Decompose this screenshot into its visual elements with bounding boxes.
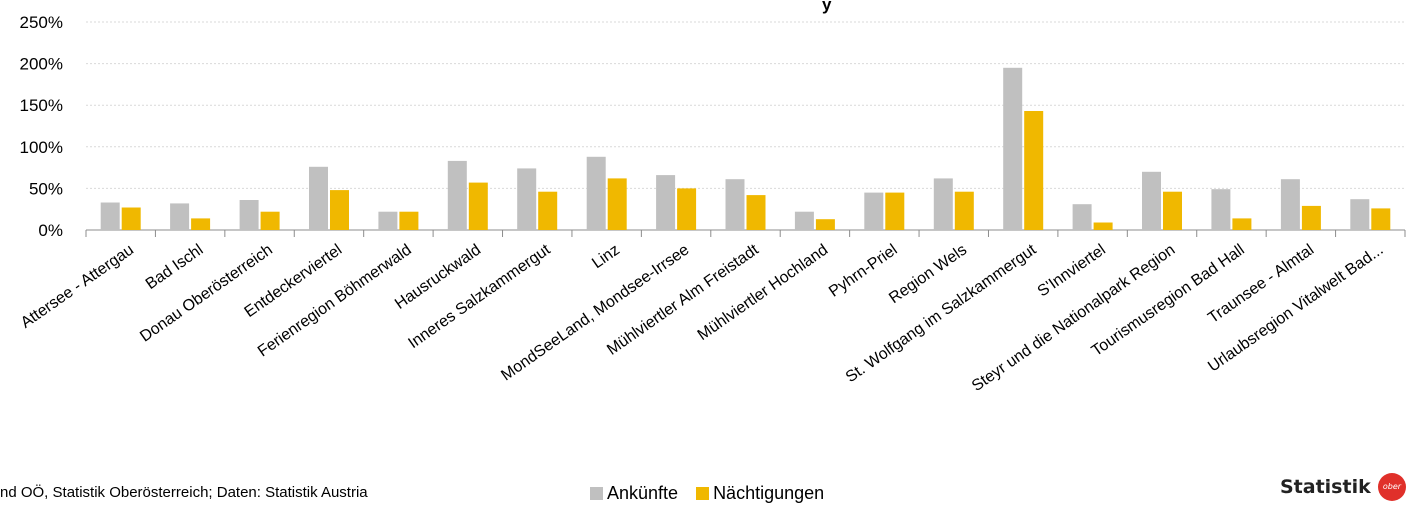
bar-naechtigungen: [1093, 222, 1113, 230]
bar-ankuenfte: [1072, 204, 1092, 230]
bar-ankuenfte: [170, 203, 190, 230]
source-note: nd OÖ, Statistik Oberösterreich; Daten: …: [0, 484, 368, 501]
bars: [100, 67, 1391, 230]
bar-naechtigungen: [468, 182, 488, 230]
bar-naechtigungen: [746, 195, 766, 230]
bar-naechtigungen: [191, 218, 211, 230]
legend-item-naechtigungen: Nächtigungen: [696, 483, 824, 504]
bar-ankuenfte: [1142, 171, 1161, 230]
legend-label-naechtigungen: Nächtigungen: [713, 483, 825, 503]
bar-naechtigungen: [121, 207, 141, 230]
legend-label-ankuenfte: Ankünfte: [607, 483, 679, 503]
bar-ankuenfte: [100, 202, 120, 230]
bar-ankuenfte: [725, 179, 745, 230]
bar-ankuenfte: [1003, 67, 1023, 230]
bar-naechtigungen: [1301, 205, 1321, 230]
bar-ankuenfte: [378, 211, 398, 230]
chart-title-fragment: y: [822, 0, 832, 14]
x-category-label: Mühlviertler Hochland: [695, 241, 832, 344]
bar-naechtigungen: [677, 188, 697, 230]
bar-naechtigungen: [1371, 208, 1391, 230]
bar-naechtigungen: [538, 191, 558, 230]
gridlines: [86, 21, 1405, 231]
bar-naechtigungen: [815, 219, 835, 230]
bar-ankuenfte: [239, 200, 259, 230]
y-axis-ticks: 0% 50% 100% 150% 200% 250%: [20, 13, 63, 240]
bar-ankuenfte: [447, 160, 467, 230]
bar-ankuenfte: [794, 211, 814, 230]
bar-ankuenfte: [586, 156, 606, 230]
bar-ankuenfte: [864, 192, 884, 230]
bar-ankuenfte: [1350, 199, 1370, 230]
bar-naechtigungen: [885, 192, 905, 230]
bar-naechtigungen: [260, 211, 280, 230]
y-tick-label: 50%: [29, 179, 63, 198]
x-category-label: Donau Oberösterreich: [137, 241, 276, 345]
legend: Ankünfte Nächtigungen: [590, 483, 842, 504]
bar-naechtigungen: [954, 191, 974, 230]
ober-logo-icon: ober: [1377, 473, 1406, 501]
bar-naechtigungen: [330, 190, 349, 230]
y-tick-label: 100%: [20, 138, 63, 157]
x-category-label: Linz: [589, 241, 623, 272]
bar-ankuenfte: [933, 178, 953, 230]
bar-naechtigungen: [607, 178, 627, 230]
x-category-label: Bad Ischl: [143, 241, 207, 293]
brand: Statistik ober: [1280, 472, 1407, 502]
legend-item-ankuenfte: Ankünfte: [590, 483, 678, 504]
legend-swatch-ankuenfte: [590, 487, 603, 500]
svg-text:ober: ober: [1383, 482, 1402, 491]
bar-ankuenfte: [1211, 189, 1231, 230]
y-tick-label: 150%: [20, 96, 63, 115]
x-axis: [85, 230, 1406, 237]
bar-ankuenfte: [656, 175, 676, 230]
y-tick-label: 200%: [20, 55, 63, 74]
bar-naechtigungen: [1163, 191, 1182, 230]
x-category-label: Attersee - Attergau: [18, 241, 137, 331]
bar-ankuenfte: [1280, 179, 1300, 230]
y-tick-label: 0%: [38, 221, 63, 240]
bar-naechtigungen: [1024, 111, 1044, 230]
y-tick-label: 250%: [20, 13, 63, 32]
bar-naechtigungen: [399, 211, 419, 230]
bar-ankuenfte: [517, 168, 537, 230]
bar-naechtigungen: [1232, 218, 1252, 230]
brand-name: Statistik: [1280, 476, 1371, 498]
legend-swatch-naechtigungen: [696, 487, 710, 500]
bar-ankuenfte: [309, 166, 328, 230]
